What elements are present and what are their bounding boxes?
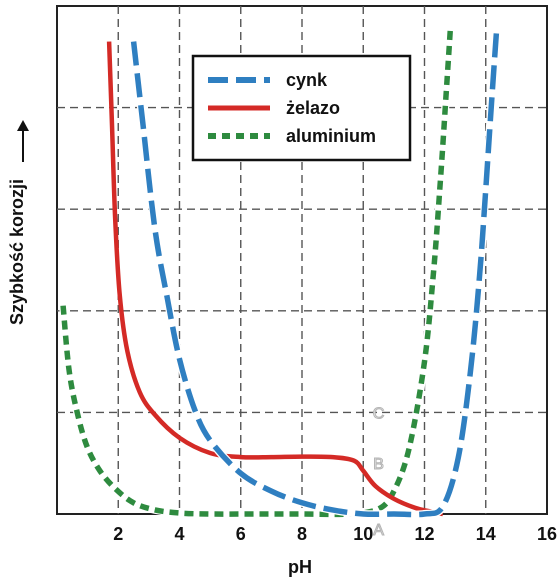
series-aluminium-line xyxy=(60,26,454,518)
region-labels: A B C xyxy=(372,405,385,540)
legend-label-aluminium: aluminium xyxy=(286,126,376,146)
series-zelazo-line xyxy=(106,41,444,517)
region-label-c: C xyxy=(373,405,385,422)
x-tick-label: 12 xyxy=(414,524,434,544)
legend-label-zelazo: żelazo xyxy=(286,98,340,118)
region-label-a: A xyxy=(373,522,384,539)
region-label-b: B xyxy=(373,456,384,473)
legend: cynk żelazo aluminium xyxy=(191,54,412,162)
y-axis-label: Szybkość korozji xyxy=(7,179,27,325)
x-tick-label: 6 xyxy=(236,524,246,544)
x-tick-label: 10 xyxy=(353,524,373,544)
x-tick-label: 2 xyxy=(113,524,123,544)
x-axis-label: pH xyxy=(288,557,312,577)
legend-label-cynk: cynk xyxy=(286,70,328,90)
series-cynk-line xyxy=(130,31,500,518)
x-tick-label: 4 xyxy=(174,524,184,544)
y-axis-arrow xyxy=(17,120,29,162)
x-tick-label: 8 xyxy=(297,524,307,544)
x-tick-labels: 2 4 6 8 10 12 14 16 xyxy=(113,524,557,544)
series-layer xyxy=(59,26,501,519)
y-axis-label-group: Szybkość korozji xyxy=(7,179,27,325)
x-tick-label: 16 xyxy=(537,524,557,544)
x-tick-label: 14 xyxy=(476,524,496,544)
